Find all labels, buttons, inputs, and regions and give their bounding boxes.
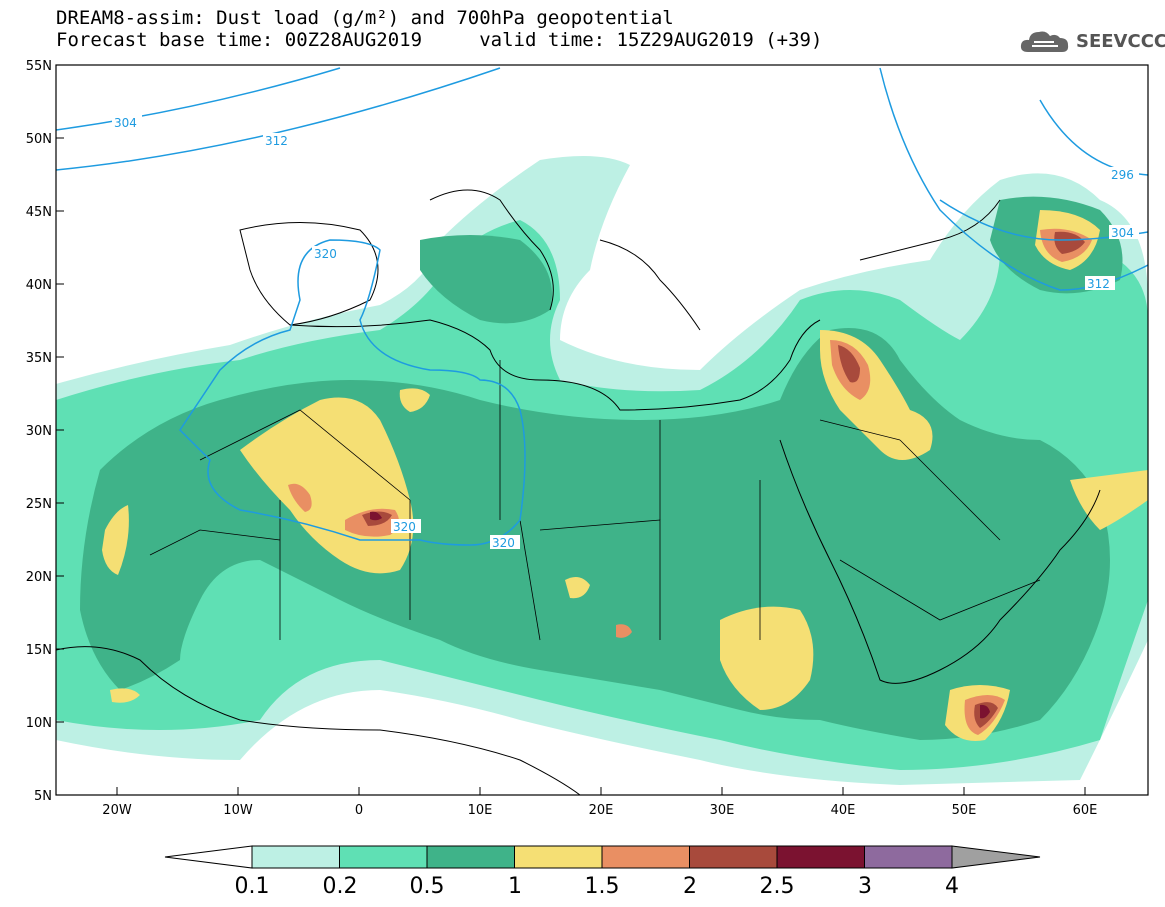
colorbar-label: 0.2 [323, 874, 358, 899]
lat-label: 40N [26, 278, 52, 293]
lon-label: 40E [831, 803, 856, 818]
colorbar-label: 2 [683, 874, 697, 899]
lon-label: 60E [1073, 803, 1098, 818]
colorbar-label: 3 [858, 874, 872, 899]
map-title: DREAM8-assim: Dust load (g/m²) and 700hP… [56, 7, 674, 29]
colorbar-segment [776, 845, 865, 869]
lon-label: 0 [355, 803, 363, 818]
colorbar-label: 4 [945, 874, 959, 899]
lon-label: 20E [589, 803, 614, 818]
colorbar-segment [864, 845, 953, 869]
cloud-icon [1020, 31, 1069, 52]
lon-label: 50E [952, 803, 977, 818]
logo-text: SEEVCCC [1076, 31, 1165, 52]
lat-label: 5N [34, 789, 52, 804]
colorbar-label: 1.5 [585, 874, 620, 899]
colorbar-segment [514, 845, 603, 869]
colorbar-segment [251, 845, 340, 869]
lat-label: 15N [26, 643, 52, 658]
lat-label: 10N [26, 716, 52, 731]
colorbar-segment [689, 845, 778, 869]
colorbar-label: 0.1 [235, 874, 270, 899]
lon-label: 30E [710, 803, 735, 818]
lat-label: 35N [26, 351, 52, 366]
contour-labels: 304 312 320 320 320 296 304 312 [112, 115, 1139, 550]
lon-label: 10E [468, 803, 493, 818]
colorbar-segment [601, 845, 690, 869]
contour-label: 320 [314, 247, 337, 261]
country-borders [149, 360, 1041, 641]
colorbar-label: 1 [508, 874, 522, 899]
lon-label: 10W [223, 803, 253, 818]
contour-label: 312 [1087, 277, 1110, 291]
colorbar-labels: 0.1 0.2 0.5 1 1.5 2 2.5 3 4 [235, 874, 960, 899]
colorbar-over-arrow [951, 845, 1041, 869]
seevccc-logo: SEEVCCC [1018, 24, 1165, 60]
lat-label: 45N [26, 205, 52, 220]
colorbar-under-arrow [164, 845, 253, 869]
coastlines [56, 189, 1101, 795]
axis-ticks [56, 64, 1086, 795]
longitude-labels: 20W 10W 0 10E 20E 30E 40E 50E 60E [102, 803, 1097, 818]
contour-label: 320 [393, 520, 416, 534]
colorbar-segments [251, 845, 953, 869]
contour-label: 304 [114, 116, 137, 130]
colorbar-segment [339, 845, 428, 869]
latitude-labels: 55N 50N 45N 40N 35N 30N 25N 20N 15N 10N … [26, 59, 52, 804]
colorbar-segment [426, 845, 515, 869]
lat-label: 25N [26, 497, 52, 512]
contour-label: 296 [1111, 168, 1134, 182]
contour-label: 320 [492, 536, 515, 550]
lat-label: 20N [26, 570, 52, 585]
lat-label: 50N [26, 132, 52, 147]
colorbar-label: 2.5 [760, 874, 795, 899]
lat-label: 30N [26, 424, 52, 439]
lat-label: 55N [26, 59, 52, 74]
contour-label: 312 [265, 134, 288, 148]
contour-label: 304 [1111, 226, 1134, 240]
dust-level-2-5 [370, 511, 990, 719]
colorbar-label: 0.5 [410, 874, 445, 899]
lon-label: 20W [102, 803, 132, 818]
forecast-times: Forecast base time: 00Z28AUG2019 valid t… [56, 29, 823, 51]
